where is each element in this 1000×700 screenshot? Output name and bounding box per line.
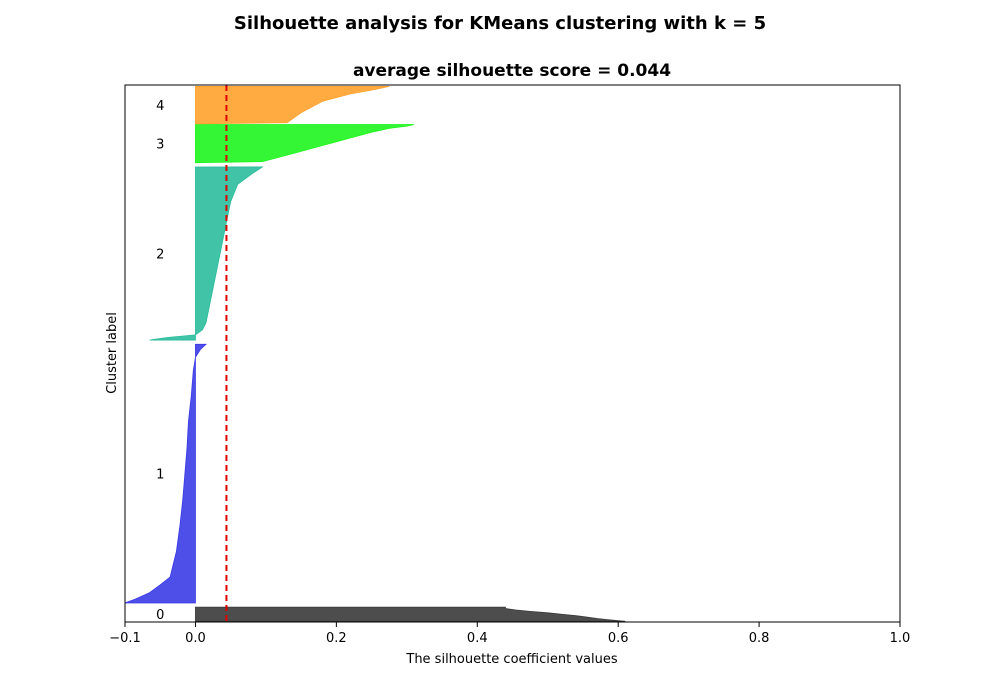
y-axis-label: Cluster label <box>105 312 120 394</box>
plot-frame <box>124 84 901 623</box>
silhouette-area-cluster-4 <box>195 86 390 125</box>
x-tick-label: 0.8 <box>749 631 770 646</box>
cluster-label-1: 1 <box>156 468 164 483</box>
x-tick-label: −0.1 <box>109 631 141 646</box>
x-tick-label: 0.6 <box>608 631 629 646</box>
silhouette-area-cluster-1 <box>124 343 208 604</box>
x-axis-label: The silhouette coefficient values <box>405 652 617 667</box>
silhouette-area-cluster-0 <box>195 606 626 622</box>
silhouette-area-cluster-3 <box>194 124 414 164</box>
silhouette-area-cluster-2 <box>149 166 264 341</box>
figure-suptitle: Silhouette analysis for KMeans clusterin… <box>234 13 766 34</box>
silhouette-areas <box>124 86 626 622</box>
cluster-labels: 0 1 2 3 4 <box>156 99 164 623</box>
cluster-label-3: 3 <box>156 138 164 153</box>
cluster-label-4: 4 <box>156 99 164 114</box>
chart-title: average silhouette score = 0.044 <box>353 61 671 81</box>
cluster-label-0: 0 <box>156 608 164 623</box>
x-tick-label: 0.0 <box>185 631 206 646</box>
cluster-label-2: 2 <box>156 248 164 263</box>
x-axis-ticks: −0.1 0.0 0.2 0.4 0.6 0.8 1.0 <box>109 622 910 646</box>
x-tick-label: 0.4 <box>467 631 488 646</box>
x-tick-label: 1.0 <box>890 631 911 646</box>
x-tick-label: 0.2 <box>326 631 347 646</box>
